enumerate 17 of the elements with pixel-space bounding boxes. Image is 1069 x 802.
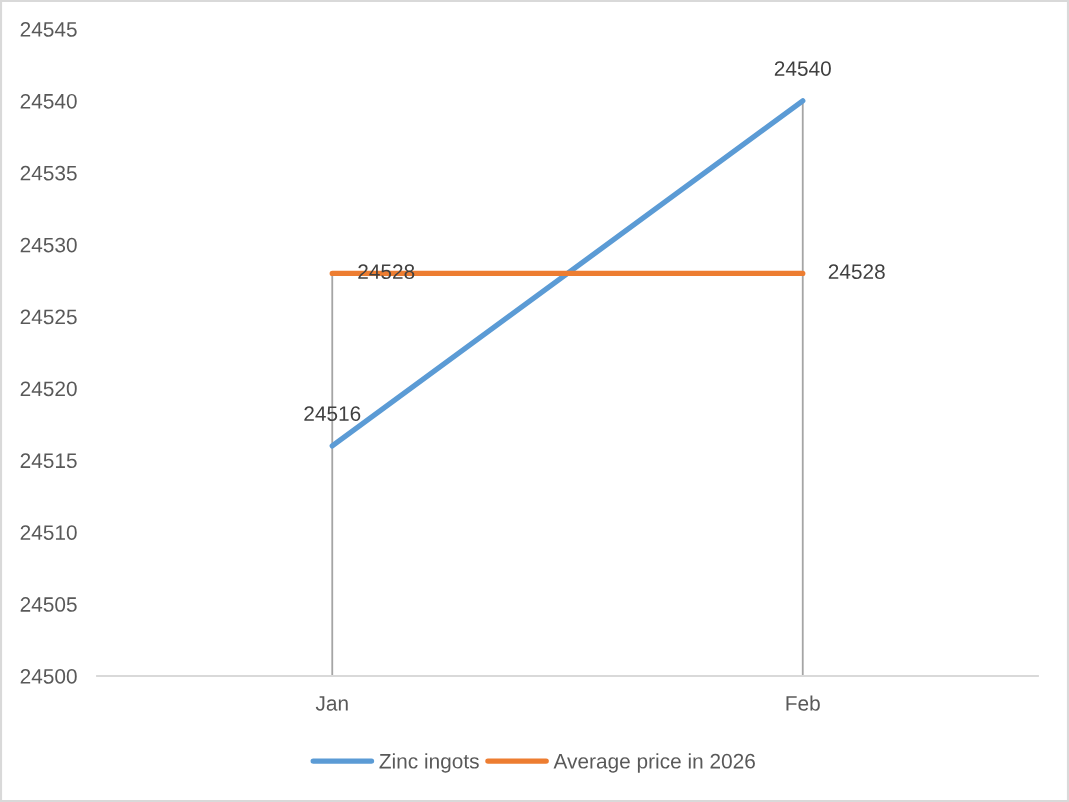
y-tick-label: 24540 — [20, 93, 77, 109]
x-tick-label: Jan — [315, 696, 348, 711]
y-tick-label: 24520 — [20, 381, 77, 397]
legend-label: Zinc ingots — [379, 753, 479, 773]
y-tick-label: 24545 — [20, 22, 77, 37]
data-label: 24516 — [304, 406, 361, 421]
legend-label: Average price in 2026 — [553, 753, 755, 773]
y-tick-label: 24525 — [20, 309, 77, 325]
y-tick-label: 24500 — [20, 669, 77, 684]
y-tick-label: 24535 — [20, 165, 77, 181]
data-label: 24528 — [828, 264, 885, 280]
x-tick-label: Feb — [786, 695, 820, 711]
y-tick-label: 24515 — [20, 453, 77, 469]
y-tick-label: 24505 — [20, 597, 77, 612]
y-tick-label: 24530 — [20, 237, 77, 253]
data-label: 24540 — [774, 61, 831, 76]
y-tick-label: 24510 — [20, 525, 77, 540]
